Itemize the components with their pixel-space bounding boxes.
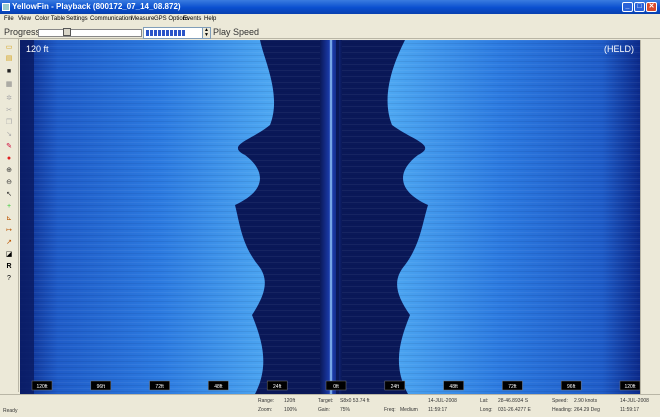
- window-title: YellowFin - Playback (800172_07_14_08.87…: [12, 2, 181, 11]
- depth-readout: 120 ft: [26, 44, 49, 54]
- maximize-button[interactable]: □: [634, 2, 645, 12]
- cut-icon[interactable]: ✂: [6, 107, 12, 114]
- status-ready: Ready: [3, 408, 18, 414]
- range-tick-label: 0ft: [333, 384, 339, 390]
- pointer-icon[interactable]: ↖: [6, 191, 12, 198]
- freq-label: Freq:: [384, 407, 396, 413]
- settings-icon[interactable]: ✲: [6, 95, 12, 102]
- heading-label: Heading:: [552, 407, 573, 413]
- range-tick-box: [560, 380, 582, 391]
- date-value: 14-JUL-2008: [428, 398, 457, 404]
- title-bar: YellowFin - Playback (800172_07_14_08.87…: [0, 0, 660, 14]
- menu-measure[interactable]: Measure: [131, 16, 155, 22]
- range-tick-label: 48ft: [449, 384, 458, 390]
- play-speed-spinner[interactable]: ▲ ▼: [202, 27, 211, 39]
- range-tick-label: 72ft: [508, 384, 517, 390]
- range-tick-box: [90, 380, 112, 391]
- zoom-label: Zoom:: [258, 407, 273, 413]
- status-bar: Ready Range: 120ft Target: S8x0 53.74 ft…: [0, 394, 660, 417]
- close-button[interactable]: ✕: [646, 2, 657, 12]
- menu-communication[interactable]: Communication: [90, 16, 132, 22]
- sonar-display[interactable]: 120 ft (HELD) 120ft 96ft 72ft 48ft 24ft 0ft 24…: [20, 40, 640, 394]
- range-tick-box: [619, 380, 640, 391]
- tool-palette: ▭ ▤ ■ ▦ ✲ ✂ ❐ ↘ ✎ ● ⊕ ⊖ ↖ + ⊾ ↦ ↗ ◪ R ?: [0, 39, 19, 392]
- speed-value: 2.90 knots: [574, 398, 598, 404]
- range-tick-label: 120ft: [624, 384, 636, 390]
- pencil-icon[interactable]: ✎: [6, 143, 12, 150]
- right-scroll-panel: [640, 40, 660, 394]
- menu-gps-options[interactable]: GPS Options: [154, 16, 190, 22]
- gain-value: 75%: [340, 407, 351, 413]
- menu-help[interactable]: Help: [204, 16, 217, 22]
- save-icon[interactable]: ■: [6, 68, 12, 75]
- open-icon[interactable]: ▤: [5, 55, 13, 62]
- menu-settings[interactable]: Settings: [66, 16, 88, 22]
- range-tick-box: [31, 380, 53, 391]
- menu-file[interactable]: File: [4, 16, 14, 22]
- range-tick-label: 72ft: [155, 384, 164, 390]
- marker-icon[interactable]: ↗: [6, 239, 12, 246]
- long-value: 031-26.4277 E: [498, 407, 531, 413]
- range-tick-label: 96ft: [97, 384, 106, 390]
- zoom-in-icon[interactable]: ⊕: [6, 167, 12, 174]
- range-tick-box: [443, 380, 464, 391]
- progress-thumb[interactable]: [63, 28, 71, 36]
- crosshair-icon[interactable]: +: [6, 203, 12, 210]
- measure-icon[interactable]: ⊾: [6, 215, 12, 222]
- progress-slider[interactable]: [38, 28, 142, 37]
- target-value: S8x0 53.74 ft: [340, 398, 370, 404]
- sonar-image: 120 ft (HELD) 120ft 96ft 72ft 48ft 24ft 0ft 24…: [20, 40, 640, 394]
- menu-bar: File View Color Table Settings Communica…: [0, 14, 660, 24]
- range-tick-box: [325, 380, 347, 391]
- zoom-value: 100%: [284, 407, 297, 413]
- speed-label: Speed:: [552, 398, 568, 404]
- lat-label: Lat:: [480, 398, 489, 404]
- range-tick-label: 24ft: [273, 384, 282, 390]
- menu-events[interactable]: Events: [183, 16, 202, 22]
- range-tick-box: [502, 380, 523, 391]
- range-tick-label: 48ft: [214, 384, 223, 390]
- held-indicator: (HELD): [604, 44, 634, 54]
- range-scale: 120ft 96ft 72ft 48ft 24ft 0ft 24ft 48ft 72ft 96ft…: [31, 380, 640, 391]
- freq-value: Medium: [400, 407, 418, 413]
- print-icon[interactable]: ▦: [5, 81, 13, 88]
- play-speed-fill: [146, 30, 185, 36]
- heading-value: 264.29 Deg: [574, 407, 600, 413]
- gain-label: Gain:: [318, 407, 330, 413]
- record-icon[interactable]: ●: [6, 155, 12, 162]
- play-speed-label: Play Speed: [213, 27, 260, 37]
- minimize-button[interactable]: _: [622, 2, 633, 12]
- play-speed-meter: [143, 27, 203, 39]
- progress-label: Progress: [4, 27, 41, 37]
- date2-value: 14-JUL-2008: [620, 398, 649, 404]
- lat-value: 28-46.8934 S: [498, 398, 529, 404]
- contrast-icon[interactable]: ◪: [5, 251, 13, 258]
- range-tick-label: 24ft: [391, 384, 400, 390]
- range-tick-box: [384, 380, 406, 391]
- app-icon: [2, 3, 10, 11]
- menu-view[interactable]: View: [18, 16, 31, 22]
- range-tick-label: 120ft: [36, 384, 48, 390]
- zoom-out-icon[interactable]: ⊖: [6, 179, 12, 186]
- range-tick-box: [149, 380, 170, 391]
- time2-value: 11:59:17: [620, 407, 640, 413]
- ruler-icon[interactable]: ↦: [6, 227, 12, 234]
- arrow-icon[interactable]: ↘: [6, 131, 12, 138]
- copy-icon[interactable]: ❐: [5, 119, 13, 126]
- time-value: 11:59:17: [428, 407, 448, 413]
- info-icon[interactable]: ?: [7, 275, 11, 282]
- range-tick-box: [208, 380, 229, 391]
- range-value: 120ft: [284, 398, 296, 404]
- reset-icon[interactable]: R: [6, 263, 12, 270]
- range-label: Range:: [258, 398, 275, 404]
- long-label: Long:: [480, 407, 493, 413]
- folder-icon[interactable]: ▭: [5, 44, 13, 51]
- menu-color-table[interactable]: Color Table: [35, 16, 66, 22]
- range-tick-box: [266, 380, 288, 391]
- target-label: Target:: [318, 398, 334, 404]
- range-tick-label: 96ft: [567, 384, 576, 390]
